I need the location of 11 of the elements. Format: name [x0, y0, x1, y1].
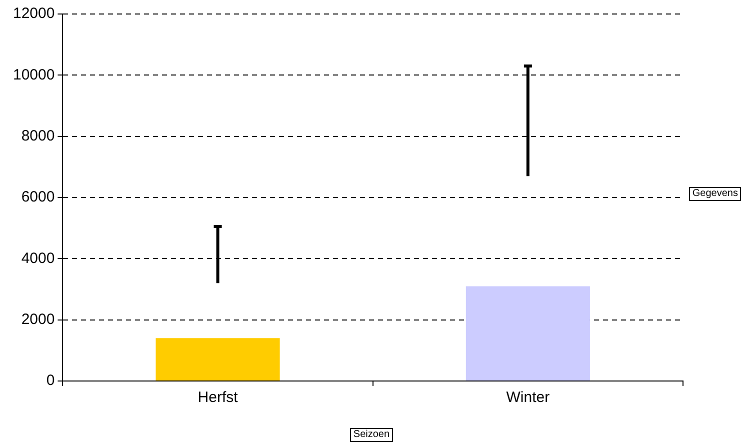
- y-tick-label: 8000: [21, 127, 55, 144]
- text: Gegevens: [689, 187, 741, 201]
- y-tick-label: 12000: [12, 5, 55, 22]
- y-tick-label: 2000: [21, 310, 55, 328]
- y-tick-label: 0: [46, 372, 55, 390]
- y-tick-label: 10000: [12, 66, 55, 84]
- x-tick-label: Herfst: [198, 389, 239, 406]
- y-tick-label: 6000: [21, 188, 55, 206]
- y-tick-label: 4000: [21, 250, 55, 267]
- x-axis-title: Seizoen: [350, 428, 393, 442]
- x-tick-label: Winter: [506, 389, 550, 406]
